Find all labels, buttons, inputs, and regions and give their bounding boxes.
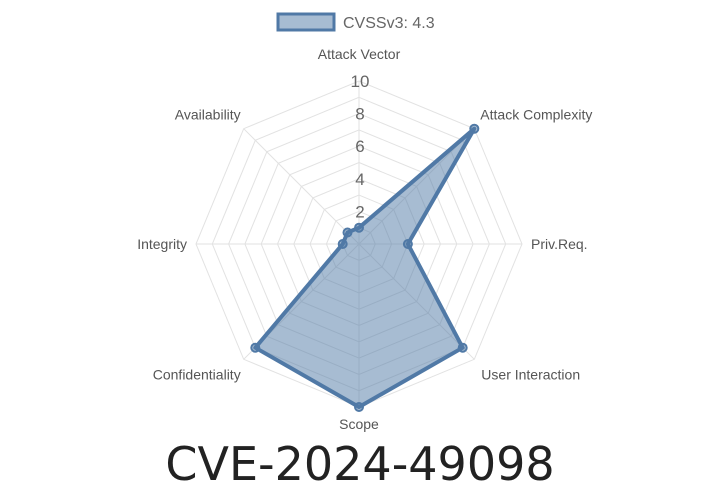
data-point-integrity[interactable]: [337, 239, 348, 249]
data-point-user-interaction[interactable]: [457, 342, 468, 353]
data-point-attack-vector[interactable]: [354, 222, 364, 233]
data-point-scope[interactable]: [354, 402, 364, 412]
axis-label-scope: Scope: [339, 416, 379, 432]
tick-label: 2: [355, 202, 364, 221]
axis-label-attack-vector: Attack Vector: [318, 46, 401, 62]
axis-label-confidentiality: Confidentiality: [153, 366, 241, 382]
page-title: CVE-2024-49098: [165, 437, 555, 491]
series-area: [253, 126, 477, 409]
legend-swatch: [276, 12, 336, 32]
tick-label: 8: [355, 105, 364, 124]
data-point-priv-req-[interactable]: [402, 239, 413, 249]
axis-label-user-interaction: User Interaction: [481, 366, 580, 382]
tick-labels: 2 4 6 8 10: [351, 72, 370, 221]
legend[interactable]: CVSSv3: 4.3: [276, 12, 435, 32]
axis-label-priv-req-: Priv.Req.: [531, 236, 588, 252]
data-point-availability[interactable]: [342, 227, 353, 238]
axis-label-availability: Availability: [175, 107, 241, 123]
axis-label-attack-complexity: Attack Complexity: [480, 107, 592, 123]
series-layer: [250, 123, 480, 412]
data-point-confidentiality[interactable]: [250, 342, 261, 353]
tick-label: 4: [355, 170, 364, 189]
axis-label-integrity: Integrity: [137, 236, 187, 252]
tick-label: 6: [355, 137, 364, 156]
tick-label: 10: [351, 72, 370, 91]
legend-label: CVSSv3: 4.3: [343, 15, 435, 32]
data-point-attack-complexity[interactable]: [469, 123, 480, 134]
axis-labels: Attack Vector Attack Complexity Priv.Req. U…: [137, 46, 592, 432]
grid-spoke: [243, 128, 360, 245]
